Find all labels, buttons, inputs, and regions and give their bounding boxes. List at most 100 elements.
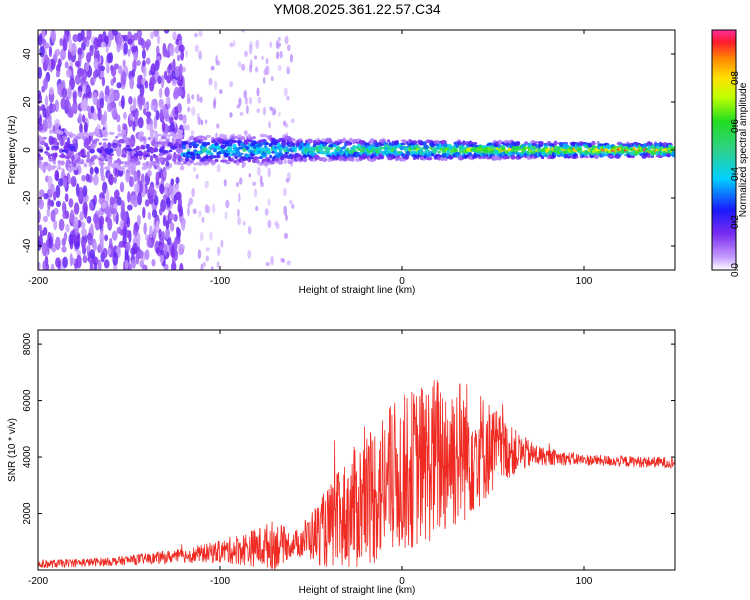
spectrogram-cell <box>286 66 290 72</box>
spectrogram-cell <box>575 155 579 159</box>
spectrogram-cell <box>191 106 196 116</box>
spectrogram-cell <box>135 145 141 151</box>
spectrogram-cell <box>537 147 542 153</box>
spectrogram-cell <box>298 137 302 141</box>
spectrogram-cell <box>283 187 287 197</box>
spectrogram-cell <box>288 199 293 205</box>
spectrogram-cell <box>107 247 112 256</box>
spectrogram-cell <box>208 77 213 86</box>
snr-y-ticks: 2000 4000 6000 8000 <box>22 333 675 525</box>
spectrogram-cell <box>189 135 195 141</box>
spectrogram-cell <box>149 31 155 40</box>
spectrogram-cell <box>86 150 90 160</box>
spectrogram-cell <box>79 122 83 134</box>
spectrogram-cell <box>349 142 353 145</box>
spectrogram-cell <box>244 50 248 58</box>
spectrogram-cell <box>210 160 217 165</box>
spectrogram-cell <box>216 261 220 269</box>
spectrogram-cell <box>127 167 132 171</box>
spectrogram-cell <box>204 119 208 124</box>
spectrogram-cell <box>255 66 259 73</box>
spectrogram-cell <box>102 247 108 259</box>
spectrogram-x-tick-label: -200 <box>28 276 48 287</box>
spectrogram-cell <box>81 154 87 158</box>
spectrogram-cell <box>284 35 289 45</box>
spectrogram-cell <box>215 132 218 140</box>
spectrogram-cell <box>67 85 72 100</box>
spectrogram-cell <box>119 181 125 193</box>
spectrogram-cell <box>60 160 65 166</box>
spectrogram-cell <box>67 108 74 118</box>
spectrogram-x-tick-label: 100 <box>576 276 593 287</box>
spectrogram-cell <box>61 168 65 179</box>
spectrogram-cell <box>218 89 223 95</box>
spectrogram-cell <box>146 123 152 131</box>
spectrogram-cell <box>187 207 190 217</box>
spectrogram-cell <box>80 149 85 155</box>
spectrogram-cell <box>104 234 109 242</box>
spectrogram-cell <box>109 148 114 154</box>
spectrogram-cell <box>99 231 104 245</box>
spectrogram-cell <box>93 174 99 186</box>
spectrogram-cell <box>258 142 264 147</box>
spectrogram-cell <box>124 164 129 168</box>
spectrogram-cell <box>104 94 109 103</box>
spectrogram-cell <box>48 158 54 162</box>
spectrogram-cell <box>39 156 44 161</box>
spectrogram-cell <box>69 253 73 267</box>
spectrogram-cell <box>291 142 296 148</box>
spectrogram-cell <box>176 54 181 62</box>
spectrogram-cell <box>151 140 155 147</box>
spectrogram-cell <box>182 66 186 73</box>
spectrogram-cell <box>152 228 157 240</box>
spectrogram-cell <box>290 118 295 124</box>
spectrogram-cell <box>61 87 68 99</box>
spectrogram-cell <box>68 198 74 208</box>
spectrogram-cell <box>39 130 46 133</box>
spectrogram-cell <box>462 140 466 146</box>
spectrogram-cell <box>666 153 671 157</box>
spectrogram-cell <box>97 63 101 77</box>
spectrogram-cell <box>352 144 357 150</box>
spectrogram-cell <box>171 78 177 87</box>
spectrogram-cell <box>473 141 478 145</box>
spectrogram-cell <box>97 106 102 121</box>
spectrogram-cell <box>138 151 144 157</box>
spectrogram-cell <box>134 183 140 195</box>
spectrogram-cell <box>510 154 516 160</box>
spectrogram-cell <box>98 142 102 146</box>
spectrogram-cell <box>48 199 54 206</box>
spectrogram-cell <box>147 211 152 220</box>
spectrogram-cell <box>114 135 119 139</box>
spectrogram-cell <box>255 39 260 50</box>
spectrogram-cell <box>137 116 144 129</box>
spectrogram-cell <box>65 69 72 78</box>
spectrogram-cell <box>100 164 104 178</box>
spectrogram-cell <box>116 82 122 89</box>
spectrogram-cell <box>77 47 83 56</box>
spectrogram-cell <box>89 167 94 175</box>
spectrogram-cell <box>145 153 151 158</box>
spectrogram-cell <box>153 116 158 130</box>
spectrogram-cell <box>378 149 383 154</box>
spectrogram-cell <box>252 136 256 140</box>
spectrogram-cell <box>285 177 290 183</box>
spectrogram-cell <box>86 215 92 224</box>
spectrogram-cell <box>38 93 43 104</box>
spectrogram-cell <box>399 146 404 151</box>
spectrogram-cell <box>159 183 165 195</box>
spectrogram-cell <box>262 106 267 116</box>
spectrogram-cell <box>163 243 168 256</box>
spectrogram-cell <box>127 204 133 211</box>
spectrogram-cell <box>93 37 99 51</box>
spectrogram-cell <box>237 61 242 68</box>
spectrogram-cell <box>276 51 280 60</box>
spectrogram-cell <box>226 146 233 151</box>
spectrogram-cell <box>108 156 112 160</box>
spectrogram-cell <box>178 243 183 256</box>
spectrogram-cell <box>43 54 50 67</box>
spectrogram-cell <box>140 96 146 106</box>
spectrogram-cell <box>57 178 64 187</box>
spectrogram-cell <box>150 131 155 140</box>
spectrogram-cell <box>99 70 105 78</box>
